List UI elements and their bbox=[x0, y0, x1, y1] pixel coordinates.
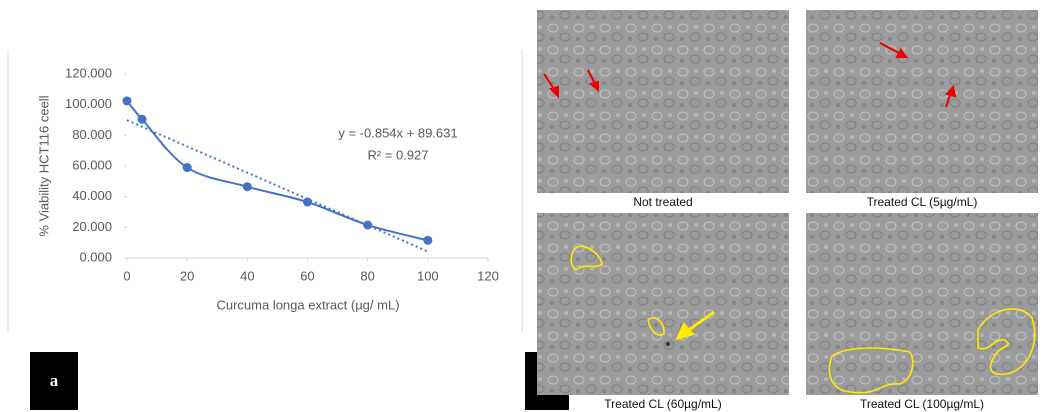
arrow bbox=[675, 310, 715, 341]
data-point bbox=[182, 163, 192, 173]
data-point bbox=[122, 96, 132, 106]
x-tick-label: 120 bbox=[477, 268, 499, 283]
data-point bbox=[303, 197, 312, 207]
y-tick-label: 80.000 bbox=[72, 127, 112, 142]
annotation: y = -0.854x + 89.631 bbox=[338, 125, 457, 140]
x-tick-label: 0 bbox=[123, 268, 130, 283]
micrograph bbox=[537, 213, 789, 395]
y-tick-label: 60.000 bbox=[72, 157, 112, 172]
caption: Treated CL (60µg/mL) bbox=[604, 397, 721, 411]
y-tick-label: 120.000 bbox=[65, 65, 112, 80]
annotation: R² = 0.927 bbox=[367, 147, 428, 162]
panel-label: a bbox=[50, 371, 59, 390]
x-axis-title: Curcuma longa extract (µg/ mL) bbox=[216, 297, 399, 312]
data-point bbox=[242, 182, 252, 192]
x-tick-label: 60 bbox=[300, 268, 314, 283]
data-point bbox=[423, 235, 433, 245]
micrograph bbox=[806, 10, 1038, 193]
data-point bbox=[363, 220, 373, 230]
y-tick-label: 0.000 bbox=[79, 249, 112, 264]
y-tick-label: 20.000 bbox=[72, 219, 112, 234]
plot: 0.000 20.000 40.000 60.000 80.000 100.000 120.… bbox=[65, 65, 499, 283]
micrograph bbox=[537, 10, 789, 193]
dot bbox=[666, 342, 670, 346]
data-point bbox=[137, 114, 147, 124]
caption: Treated CL (100µg/mL) bbox=[860, 397, 984, 411]
caption: Treated CL (5µg/mL) bbox=[867, 195, 978, 209]
x-tick-label: 80 bbox=[360, 268, 374, 283]
series-line bbox=[126, 100, 429, 242]
micrograph bbox=[806, 213, 1038, 395]
x-tick-label: 20 bbox=[180, 268, 194, 283]
x-tick-label: 40 bbox=[240, 268, 254, 283]
y-axis-title: % Viability HCT116 ceell bbox=[36, 95, 51, 236]
arrows bbox=[543, 42, 957, 108]
label-box bbox=[30, 352, 78, 410]
outlines bbox=[570, 245, 1036, 394]
caption: Not treated bbox=[633, 195, 692, 209]
y-tick-label: 40.000 bbox=[72, 188, 112, 203]
x-tick-label: 100 bbox=[417, 268, 439, 283]
y-tick-label: 100.000 bbox=[65, 96, 112, 111]
